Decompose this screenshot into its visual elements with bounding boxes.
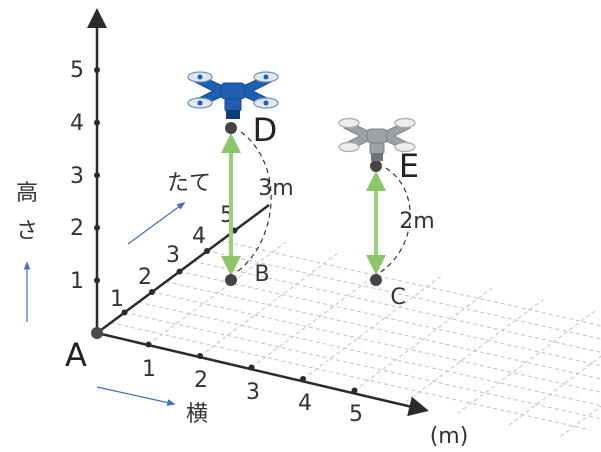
grid-line xyxy=(179,271,601,367)
height-tick-4: 4 xyxy=(70,111,84,136)
arc-bd xyxy=(237,131,272,272)
drone-d-icon xyxy=(187,71,279,119)
depth-direction-arrow xyxy=(127,202,186,245)
point-c xyxy=(370,274,382,286)
width-tick-1: 1 xyxy=(142,357,156,382)
depth-tick-labels: 1 2 3 4 5 xyxy=(110,203,234,312)
point-b-label: B xyxy=(254,262,269,287)
height-tick-mark xyxy=(94,119,100,126)
grid-line xyxy=(206,250,601,340)
origin-point xyxy=(91,327,103,339)
width-tick-mark xyxy=(197,353,203,359)
depth-tick-mark xyxy=(176,268,183,275)
grid-line xyxy=(302,276,441,380)
measurement-ce: C E 2m xyxy=(366,147,435,310)
grid-line xyxy=(138,301,601,407)
grid-line xyxy=(560,405,601,437)
grid-line xyxy=(151,291,601,393)
depth-tick-3: 3 xyxy=(166,243,180,268)
grid-line xyxy=(405,299,544,403)
width-tick-2: 2 xyxy=(194,368,208,393)
arc-ce xyxy=(380,167,411,273)
height-tick-mark xyxy=(94,67,100,73)
width-axis-label: 横 xyxy=(186,402,208,427)
point-e-label: E xyxy=(399,147,419,185)
depth-tick-mark xyxy=(121,309,128,316)
width-tick-mark xyxy=(351,387,358,394)
unit-label: (m) xyxy=(430,424,469,449)
height-tick-1: 1 xyxy=(70,269,84,294)
point-d xyxy=(225,122,237,134)
height-axis-label-1: 高 xyxy=(16,181,38,206)
width-tick-4: 4 xyxy=(298,391,312,416)
height-tick-2: 2 xyxy=(70,216,84,241)
grid-line xyxy=(251,264,390,368)
depth-tick-2: 2 xyxy=(138,265,152,290)
grid-line xyxy=(220,240,601,327)
width-tick-mark xyxy=(300,376,306,382)
depth-tick-mark xyxy=(149,289,155,295)
height-tick-3: 3 xyxy=(70,164,84,189)
height-tick-mark xyxy=(94,224,100,231)
height-tick-mark xyxy=(94,277,100,284)
grid-line xyxy=(508,355,601,426)
width-tick-mark xyxy=(248,364,255,371)
width-axis xyxy=(96,331,429,417)
width-tick-5: 5 xyxy=(349,402,363,427)
grid-line xyxy=(165,281,601,380)
height-tick-labels: 1 2 3 4 5 xyxy=(70,58,84,294)
depth-tick-1: 1 xyxy=(110,287,124,312)
height-label-e: 2m xyxy=(399,209,434,234)
grid-line xyxy=(354,287,493,391)
grid-line xyxy=(124,312,601,420)
floor-grid xyxy=(110,240,601,437)
grid-line xyxy=(457,310,596,414)
grid-line xyxy=(193,260,601,353)
point-d-label: D xyxy=(253,111,278,149)
width-direction-arrow xyxy=(96,386,176,406)
depth-tick-mark xyxy=(204,248,210,254)
width-tick-mark xyxy=(145,341,152,348)
height-tick-5: 5 xyxy=(70,58,84,83)
width-tick-labels: 1 2 3 4 5 xyxy=(142,357,363,427)
width-tick-3: 3 xyxy=(246,380,260,405)
grid-line xyxy=(148,241,287,345)
point-e xyxy=(370,160,382,172)
height-label-d: 3m xyxy=(258,176,293,201)
measurement-bd: B D 3m xyxy=(221,111,294,287)
grid-line xyxy=(199,253,338,357)
depth-tick-4: 4 xyxy=(192,224,206,249)
point-c-label: C xyxy=(390,285,405,310)
tick-marks xyxy=(94,67,358,394)
drone-e-icon xyxy=(338,117,416,161)
point-a-label: A xyxy=(65,336,87,374)
height-tick-mark xyxy=(94,172,100,179)
grid-line xyxy=(110,322,590,431)
depth-axis-label: たて xyxy=(167,171,211,196)
point-b xyxy=(225,274,237,286)
height-axis-label-2: さ xyxy=(16,219,38,244)
